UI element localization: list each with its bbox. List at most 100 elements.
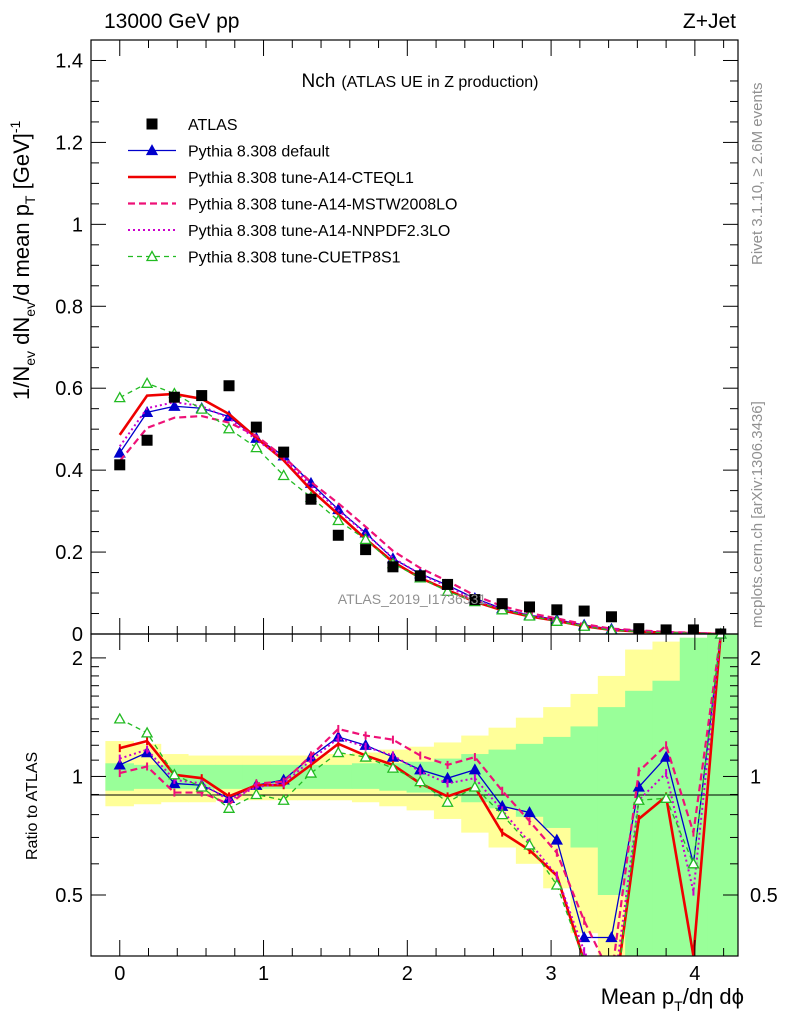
data-point-atlas	[332, 529, 344, 541]
x-tick-label: 0	[114, 963, 125, 985]
ratio-inner-band-bin	[215, 764, 244, 789]
ratio-marker-cuetp8s1	[660, 791, 673, 803]
legend-swatch-atlas	[146, 118, 158, 130]
main-y-tick-label: 1.4	[55, 50, 83, 72]
ratio-marker-cuetp8s1	[496, 808, 509, 820]
legend-label: Pythia 8.308 tune-CUETP8S1	[188, 250, 401, 267]
ratio-inner-band-bin	[570, 726, 599, 848]
data-point-atlas	[278, 446, 290, 458]
data-point-atlas	[551, 604, 563, 616]
x-tick-label: 2	[402, 963, 413, 985]
ratio-inner-band-bin	[324, 764, 353, 789]
data-point-atlas	[605, 611, 617, 623]
ratio-y-tick-label-right: 0.5	[750, 885, 778, 907]
ratio-marker-cuetp8s1	[113, 712, 126, 724]
ratio-marker-cuetp8s1	[277, 793, 290, 805]
data-point-atlas	[223, 380, 235, 392]
x-tick-label: 3	[546, 963, 557, 985]
data-point-atlas	[168, 391, 180, 403]
main-y-axis: 0 0.2 0.4 0.6 0.8 1 1.2 1.4	[55, 40, 738, 646]
main-marker-pythia-8-308-tune-cuetp8s1	[140, 376, 154, 388]
data-point-atlas	[687, 624, 699, 634]
legend-label: Pythia 8.308 tune-A14-NNPDF2.3LO	[188, 223, 450, 240]
ratio-marker-cuetp8s1	[632, 793, 645, 805]
legend-swatch-marker	[145, 250, 159, 262]
ratio-marker-default	[605, 931, 618, 943]
data-point-atlas	[578, 605, 590, 617]
main-marker-pythia-8-308-tune-cuetp8s1	[250, 441, 263, 453]
ratio-y-tick-label-right: 1	[750, 766, 761, 788]
data-point-atlas	[114, 459, 126, 471]
plot-title-main: Nch	[302, 71, 336, 92]
main-marker-pythia-8-308-tune-cuetp8s1	[113, 391, 126, 403]
main-y-tick-label: 1.2	[55, 132, 83, 154]
main-marker-pythia-8-308-tune-cuetp8s1	[496, 603, 509, 615]
main-marker-pythia-8-308-tune-cuetp8s1	[359, 533, 372, 545]
main-y-axis-label: 1/Nev dNev/d mean pT [GeV]-1	[7, 120, 38, 400]
ratio-marker-cuetp8s1	[250, 788, 263, 800]
main-marker-pythia-8-308-tune-cuetp8s1	[195, 402, 208, 414]
ratio-marker-cuetp8s1	[414, 775, 427, 787]
legend-entry-pythia-8-308-default: Pythia 8.308 default	[128, 144, 330, 161]
data-point-atlas	[715, 628, 727, 634]
main-marker-pythia-8-308-tune-cuetp8s1	[441, 585, 454, 597]
ratio-marker-default	[468, 763, 481, 775]
data-point-atlas	[250, 421, 262, 433]
main-marker-pythia-8-308-tune-cuetp8s1	[332, 514, 345, 526]
mcplots-reference-label: mcplots.cern.ch [arXiv:1306.3436]	[749, 401, 766, 628]
ratio-y-tick-label: 2	[72, 648, 83, 670]
main-y-tick-label: 0.6	[55, 378, 83, 400]
legend-entry-pythia-8-308-tune-a14-mstw2008lo: Pythia 8.308 tune-A14-MSTW2008LO	[128, 197, 457, 214]
ratio-marker-cuetp8s1	[583, 954, 585, 956]
main-y-tick-label: 0.8	[55, 296, 83, 318]
data-point-atlas	[633, 623, 645, 634]
ratio-inner-band-bin	[652, 680, 681, 956]
main-y-tick-label: 0.4	[55, 460, 83, 482]
main-marker-pythia-8-308-tune-cuetp8s1	[277, 469, 290, 481]
ratio-inner-band-bin	[351, 763, 380, 789]
legend-label: Pythia 8.308 default	[188, 144, 330, 161]
ratio-marker-cuetp8s1	[386, 761, 400, 773]
ratio-marker-cuetp8s1	[468, 780, 481, 792]
data-point-atlas	[469, 594, 481, 606]
ratio-axes: 0.5 0.5 1 1 2 2 0 1 2 3 4	[55, 634, 778, 985]
header-energy: 13000 GeV pp	[104, 10, 239, 33]
ratio-marker-cuetp8s1	[222, 801, 236, 813]
legend-entry-pythia-8-308-tune-a14-cteql1: Pythia 8.308 tune-A14-CTEQL1	[128, 170, 414, 187]
main-series-group	[113, 376, 727, 634]
ratio-inner-band-bin	[515, 743, 544, 817]
data-point-atlas	[524, 601, 536, 613]
legend-entry-pythia-8-308-tune-cuetp8s1: Pythia 8.308 tune-CUETP8S1	[128, 250, 401, 267]
rivet-version-label: Rivet 3.1.10, ≥ 2.6M events	[749, 83, 766, 266]
ratio-inner-band-bin	[597, 707, 626, 895]
legend: ATLAS Pythia 8.308 default Pythia 8.308 tu…	[128, 117, 457, 267]
data-point-atlas	[141, 434, 153, 446]
plot-title-sub: (ATLAS UE in Z production)	[341, 74, 538, 91]
data-point-atlas	[305, 493, 317, 505]
ratio-marker-default	[660, 750, 673, 762]
main-marker-pythia-8-308-default	[113, 446, 126, 458]
main-marker-pythia-8-308-tune-cuetp8s1	[222, 422, 236, 434]
x-axis-label: Mean pT/dη dϕ	[601, 984, 744, 1014]
ratio-marker-default	[523, 806, 536, 818]
ratio-marker-cuetp8s1	[523, 838, 536, 850]
main-line-pythia-8-308-tune-cuetp8s1	[119, 382, 721, 634]
x-tick-label: 4	[689, 963, 700, 985]
legend-entry-atlas: ATLAS	[146, 117, 238, 134]
main-marker-pythia-8-308-tune-cuetp8s1	[523, 609, 536, 621]
x-tick-label: 1	[258, 963, 269, 985]
data-point-atlas	[442, 578, 454, 590]
main-y-tick-label: 0	[72, 624, 83, 646]
legend-label: ATLAS	[188, 117, 238, 134]
data-point-atlas	[496, 598, 508, 610]
ratio-plot-frame	[90, 633, 739, 957]
ratio-y-tick-label: 0.5	[55, 885, 83, 907]
ratio-series-group	[113, 634, 727, 956]
ratio-marker-default	[550, 833, 563, 845]
legend-swatch-marker	[145, 144, 159, 156]
ratio-inner-band-bin	[543, 736, 571, 828]
ratio-y-tick-label-right: 2	[750, 648, 761, 670]
ratio-y-axis-label: Ratio to ATLAS	[24, 752, 41, 860]
data-point-atlas	[387, 561, 399, 573]
main-marker-pythia-8-308-tune-cuetp8s1	[578, 619, 591, 631]
